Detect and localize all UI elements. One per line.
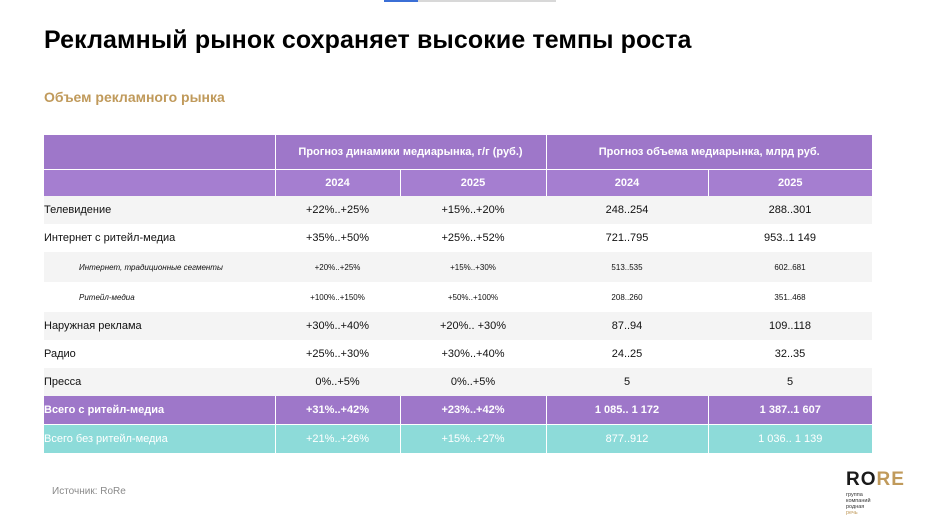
volume-2024-cell: 1 085.. 1 172 [545,396,708,425]
top-progress-bar [384,0,556,2]
volume-2025-cell: 1 387..1 607 [707,396,872,425]
header-year-volume-2025: 2025 [707,169,872,196]
table-row-press: Пресса 0%..+5% 0%..+5% 5 5 [44,368,872,396]
volume-2024-cell: 87..94 [546,312,708,340]
growth-2024-cell: +22%..+25% [275,196,400,224]
growth-2025-cell: +15%..+30% [400,252,546,282]
table-row-internet: Интернет с ритейл-медиа +35%..+50% +25%.… [44,224,872,252]
logo-caption-line: компаний [846,498,871,504]
logo-word-part2: RE [876,469,905,490]
growth-2025-cell: +25%..+52% [441,232,505,244]
logo-wordmark: RORE [846,470,916,490]
growth-2024-cell: +31%..+42% [274,396,400,425]
table-year-header-row: 2024 2025 2024 2025 [44,169,872,196]
volume-2025-cell: 351..468 [774,292,806,302]
volume-2024-cell: 24..25 [611,348,643,360]
growth-2024-cell: 0%..+5% [275,368,400,396]
logo-caption: группа компаний родная речь [846,492,916,516]
table-row-total-with-retail: Всего с ритейл-медиа +31%..+42% +23%..+4… [44,396,872,425]
row-label: Интернет с ритейл-медиа [44,232,176,244]
header-year-growth-2024: 2024 [274,169,400,196]
logo-caption-line: родная [846,504,865,510]
growth-2025-cell: +20%.. +30% [400,312,546,340]
growth-2025-cell: +15%..+20% [400,196,546,224]
logo-caption-line: речь [846,510,858,516]
volume-2024-cell: 513..535 [546,252,708,282]
header-blank-cell [44,169,275,196]
page-title: Рекламный рынок сохраняет высокие темпы … [44,26,692,54]
header-volume-forecast: Прогноз объема медиарынка, млрд руб. [545,135,872,170]
growth-2024-cell: +20%..+25% [275,252,400,282]
growth-2025-cell: +50%..+100% [447,292,499,302]
growth-2024-cell: +100%..+150% [310,292,365,302]
logo-caption-line: группа [846,492,863,498]
row-label: Пресса [44,368,275,396]
table-row-tv: Телевидение +22%..+25% +15%..+20% 248..2… [44,196,872,224]
table-row-radio: Радио +25%..+30% +30%..+40% 24..25 32..3… [44,340,872,368]
volume-2024-cell: 248..254 [546,196,708,224]
row-label: Наружная реклама [44,312,275,340]
header-year-growth-2025: 2025 [399,169,546,196]
header-blank-cell [44,135,275,170]
market-table: Прогноз динамики медиарынка, г/г (руб.) … [44,135,872,453]
growth-2024-cell: +35%..+50% [306,232,369,244]
table-row-total-without-retail: Всего без ритейл-медиа +21%..+26% +15%..… [44,424,872,453]
volume-2024-cell: 721..795 [605,232,649,244]
source-note: Источник: RoRe [52,486,126,497]
volume-2025-cell: 5 [708,368,872,396]
growth-2025-cell: 0%..+5% [400,368,546,396]
row-label: Всего без ритейл-медиа [44,424,275,453]
row-label: Радио [44,348,76,360]
volume-2024-cell: 877..912 [545,424,708,453]
growth-2025-cell: +23%..+42% [399,396,546,425]
volume-2025-cell: 288..301 [708,196,872,224]
rore-logo: RORE группа компаний родная речь [846,470,916,517]
volume-2024-cell: 208..260 [611,292,643,302]
row-label: Всего с ритейл-медиа [44,396,275,425]
volume-2025-cell: 32..35 [774,348,806,360]
header-growth-forecast: Прогноз динамики медиарынка, г/г (руб.) [274,135,546,170]
volume-2025-cell: 953..1 149 [764,232,816,244]
growth-2024-cell: +30%..+40% [275,312,400,340]
volume-2025-cell: 1 036.. 1 139 [707,424,872,453]
table-row-internet-traditional: Интернет, традиционные сегменты +20%..+2… [44,252,872,282]
logo-word-part1: RO [846,469,877,490]
growth-2024-cell: +25%..+30% [306,348,369,360]
header-year-volume-2024: 2024 [545,169,708,196]
growth-2025-cell: +30%..+40% [441,348,505,360]
volume-2024-cell: 5 [546,368,708,396]
volume-2025-cell: 602..681 [708,252,872,282]
table-group-header-row: Прогноз динамики медиарынка, г/г (руб.) … [44,135,872,170]
row-label: Интернет, традиционные сегменты [44,252,275,282]
volume-2025-cell: 109..118 [708,312,872,340]
table-row-retail-media: Ритейл-медиа +100%..+150% +50%..+100% 20… [44,282,872,312]
row-label: Ритейл-медиа [79,292,135,302]
row-label: Телевидение [44,196,275,224]
top-progress-accent [384,0,418,2]
table-row-outdoor: Наружная реклама +30%..+40% +20%.. +30% … [44,312,872,340]
section-subtitle: Объем рекламного рынка [44,89,225,105]
growth-2025-cell: +15%..+27% [399,424,546,453]
growth-2024-cell: +21%..+26% [274,424,400,453]
